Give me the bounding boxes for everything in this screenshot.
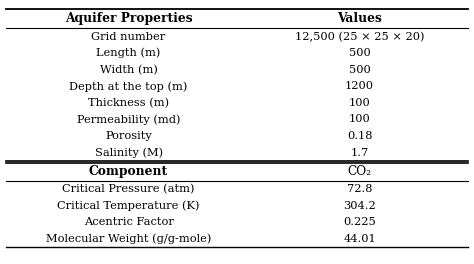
Text: Component: Component <box>89 165 168 178</box>
Text: 0.225: 0.225 <box>343 217 376 227</box>
Text: CO₂: CO₂ <box>347 165 372 178</box>
Text: 12,500 (25 × 25 × 20): 12,500 (25 × 25 × 20) <box>295 31 424 42</box>
Text: 100: 100 <box>349 114 370 124</box>
Text: Depth at the top (m): Depth at the top (m) <box>69 81 188 92</box>
Text: Length (m): Length (m) <box>96 48 161 58</box>
Text: Porosity: Porosity <box>105 131 152 141</box>
Text: 500: 500 <box>349 65 370 75</box>
Text: Grid number: Grid number <box>91 32 166 41</box>
Text: Aquifer Properties: Aquifer Properties <box>65 12 192 25</box>
Text: 304.2: 304.2 <box>343 201 376 211</box>
Text: Critical Pressure (atm): Critical Pressure (atm) <box>63 184 195 194</box>
Text: Thickness (m): Thickness (m) <box>88 98 169 108</box>
Text: Molecular Weight (g/g-mole): Molecular Weight (g/g-mole) <box>46 234 211 244</box>
Text: Salinity (M): Salinity (M) <box>94 147 163 158</box>
Text: Critical Temperature (K): Critical Temperature (K) <box>57 201 200 211</box>
Text: 0.18: 0.18 <box>347 131 372 141</box>
Text: 1.7: 1.7 <box>350 148 369 158</box>
Text: Acentric Factor: Acentric Factor <box>84 217 173 227</box>
Text: 44.01: 44.01 <box>343 234 376 244</box>
Text: 72.8: 72.8 <box>347 184 372 194</box>
Text: 1200: 1200 <box>345 81 374 91</box>
Text: 500: 500 <box>349 48 370 58</box>
Text: Permeability (md): Permeability (md) <box>77 114 181 125</box>
Text: Values: Values <box>337 12 382 25</box>
Text: 100: 100 <box>349 98 370 108</box>
Text: Width (m): Width (m) <box>100 65 157 75</box>
